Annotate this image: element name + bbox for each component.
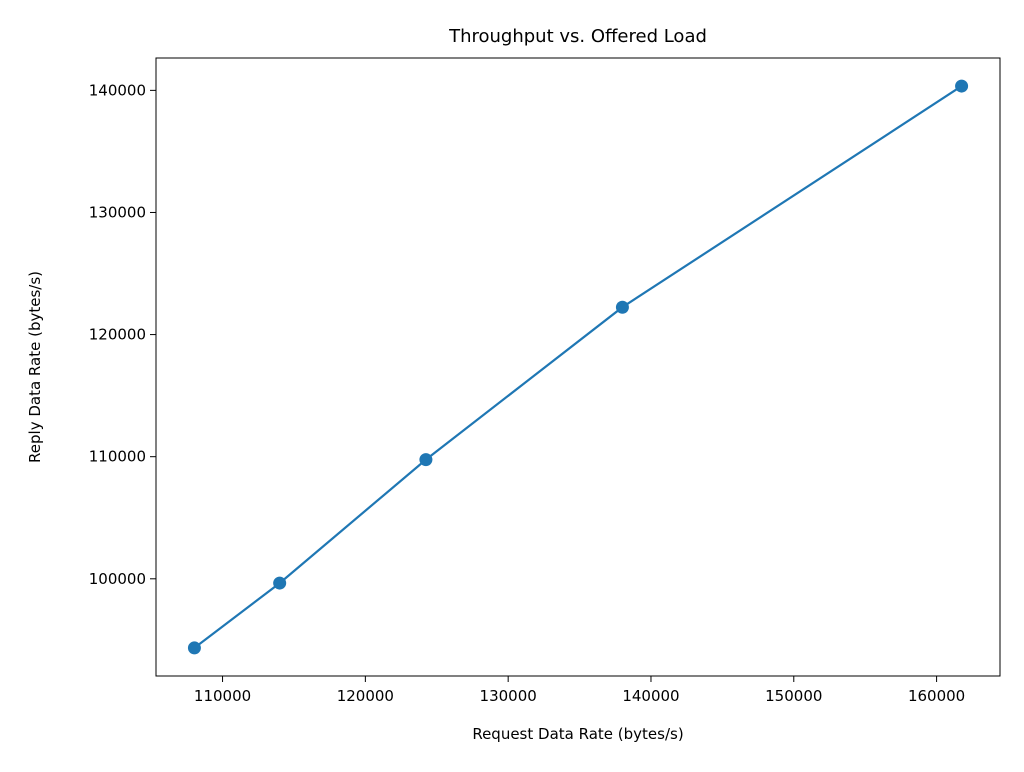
y-tick-label: 120000: [89, 326, 146, 344]
series-layer: [187, 79, 969, 655]
data-point: [955, 79, 969, 93]
y-axis-ticks: 100000 110000 120000 130000 140000: [89, 81, 156, 588]
x-tick-label: 120000: [337, 687, 394, 705]
data-point: [615, 300, 629, 314]
x-axis-ticks: 110000 120000 130000 140000 150000 160000: [194, 676, 965, 705]
x-tick-label: 140000: [622, 687, 679, 705]
data-point: [273, 576, 287, 590]
x-tick-label: 130000: [480, 687, 537, 705]
plot-frame: [155, 57, 1001, 677]
x-axis-label: Request Data Rate (bytes/s): [472, 725, 683, 743]
y-tick-label: 130000: [89, 203, 146, 221]
data-point: [187, 641, 201, 655]
data-point: [419, 453, 433, 467]
y-tick-label: 110000: [89, 448, 146, 466]
y-tick-label: 100000: [89, 570, 146, 588]
y-tick-label: 140000: [89, 81, 146, 99]
chart-title: Throughput vs. Offered Load: [448, 26, 707, 47]
x-tick-label: 160000: [908, 687, 965, 705]
x-tick-label: 110000: [194, 687, 251, 705]
y-axis-label: Reply Data Rate (bytes/s): [26, 271, 44, 463]
x-tick-label: 150000: [765, 687, 822, 705]
